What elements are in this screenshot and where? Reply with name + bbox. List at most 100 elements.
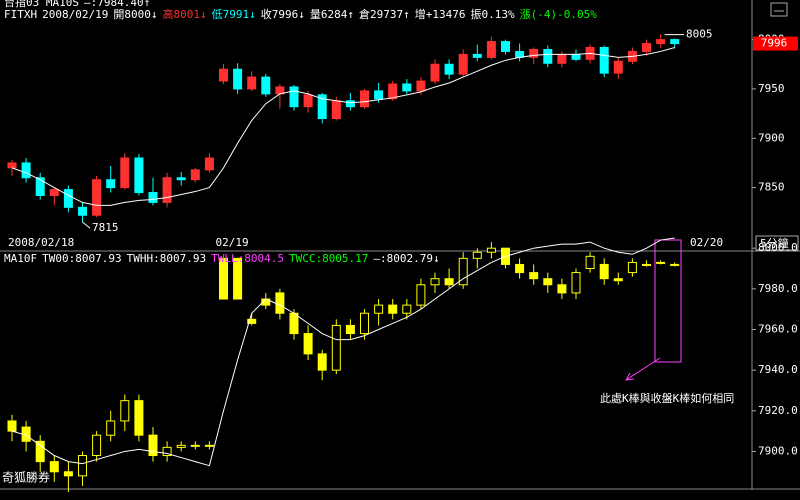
header-item: 低7991↓ xyxy=(211,8,256,21)
candle-body xyxy=(557,284,567,294)
candle-body xyxy=(656,261,666,264)
candle-body xyxy=(585,255,595,270)
candle-body xyxy=(388,83,398,100)
y-tick-label: 7980.0 xyxy=(758,282,798,295)
low-marker-line xyxy=(82,221,91,229)
candle-body xyxy=(303,333,313,355)
candle-body xyxy=(176,177,186,181)
moving-average xyxy=(11,47,675,206)
candle-body xyxy=(670,39,680,45)
candle-body xyxy=(78,206,87,216)
candle-body xyxy=(106,420,116,436)
candle-body xyxy=(303,94,313,108)
header-item: FITXH xyxy=(4,8,38,21)
header-item: TWCC:8005.17 xyxy=(288,252,369,265)
y-tick-label: 7940.0 xyxy=(758,363,798,376)
candle-body xyxy=(388,304,398,314)
candle-body xyxy=(374,90,384,100)
candle-body xyxy=(331,324,341,371)
candle-body xyxy=(289,312,299,335)
candle-body xyxy=(416,284,426,306)
candle-body xyxy=(49,189,59,196)
header-item: 收7996↓ xyxy=(260,8,305,21)
candle-body xyxy=(613,60,623,74)
candle-body xyxy=(472,53,482,58)
header-line: 台指03 MA10S —:7984.40↑ xyxy=(4,0,155,9)
candle-body xyxy=(35,440,45,463)
candle-body xyxy=(21,162,31,179)
annotation-box xyxy=(654,239,682,363)
candle-body xyxy=(134,400,144,436)
window-button[interactable] xyxy=(770,2,788,17)
y-tick-label: 7950 xyxy=(758,82,785,95)
y-tick-label: 7920.0 xyxy=(758,404,798,417)
y-tick-label: 8000.0 xyxy=(758,241,798,254)
candle-body xyxy=(458,257,468,286)
candle-body xyxy=(120,157,130,189)
annotation: 此處K棒與收盤K棒如何相同 xyxy=(600,391,734,405)
candle-body xyxy=(233,68,243,90)
last-price: 7996 xyxy=(761,37,788,50)
y-tick-label: 7900 xyxy=(758,131,785,144)
annotation-arrow xyxy=(625,357,661,381)
header-item: 高8001↓ xyxy=(162,8,207,21)
candle-body xyxy=(472,251,482,259)
header-item: 量6284↑ xyxy=(309,8,354,21)
header-item: 開8000↓ xyxy=(113,8,158,21)
candle-body xyxy=(247,318,257,324)
candle-body xyxy=(7,420,17,432)
candle-body xyxy=(219,68,228,82)
candle-body xyxy=(261,76,271,95)
candle-body xyxy=(345,100,355,108)
candle-body xyxy=(331,100,341,120)
candle-body xyxy=(430,63,440,82)
candle-body xyxy=(529,272,539,280)
header-item: 2008/02/19 xyxy=(42,8,109,21)
candle-body xyxy=(374,304,384,314)
x-tick-label: 2008/02/18 xyxy=(8,236,74,249)
header-item: TWLL:8004.5 xyxy=(211,252,284,265)
header-item: 振0.13% xyxy=(470,8,515,21)
candle-body xyxy=(92,434,102,457)
header-item: TW00:8007.93 xyxy=(42,252,122,265)
candle-body xyxy=(571,272,581,294)
candle-body xyxy=(190,169,200,181)
candle-body xyxy=(642,263,651,266)
candle-body xyxy=(402,304,412,314)
candle-body xyxy=(204,444,214,447)
header-item: —:7984.40↑ xyxy=(83,0,151,9)
period-box xyxy=(755,235,799,251)
candle-body xyxy=(599,46,609,74)
candle-body xyxy=(204,157,214,171)
annotation-arrowhead xyxy=(625,372,635,381)
candle-body xyxy=(529,48,539,58)
y-tick-label: 7960.0 xyxy=(758,322,798,335)
header-item: TWHH:8007.93 xyxy=(126,252,207,265)
candle-body xyxy=(134,157,144,194)
candle-body xyxy=(92,179,102,216)
candle-body xyxy=(317,353,327,371)
candle-body xyxy=(7,162,17,169)
candle-body xyxy=(599,263,609,280)
header-item: 漲(-4)-0.05% xyxy=(519,8,597,21)
high-marker: 8005 xyxy=(686,28,713,41)
candle-body xyxy=(543,278,553,286)
header-item: 倉29737↑ xyxy=(358,8,410,21)
y-tick-label: 7850 xyxy=(758,181,785,194)
candle-body xyxy=(543,48,553,64)
candle-body xyxy=(162,177,172,203)
candle-body xyxy=(444,278,454,286)
candle-body xyxy=(35,177,45,196)
candle-body xyxy=(642,43,651,52)
candle-body xyxy=(613,278,623,282)
candle-body xyxy=(515,263,525,274)
candle-body xyxy=(317,94,327,120)
candle-body xyxy=(63,471,73,477)
candle-body xyxy=(247,76,257,90)
candle-body xyxy=(275,292,285,314)
candle-body xyxy=(486,41,496,58)
last-price-box xyxy=(753,36,798,51)
header-item: 台指03 MA10S xyxy=(4,0,79,9)
